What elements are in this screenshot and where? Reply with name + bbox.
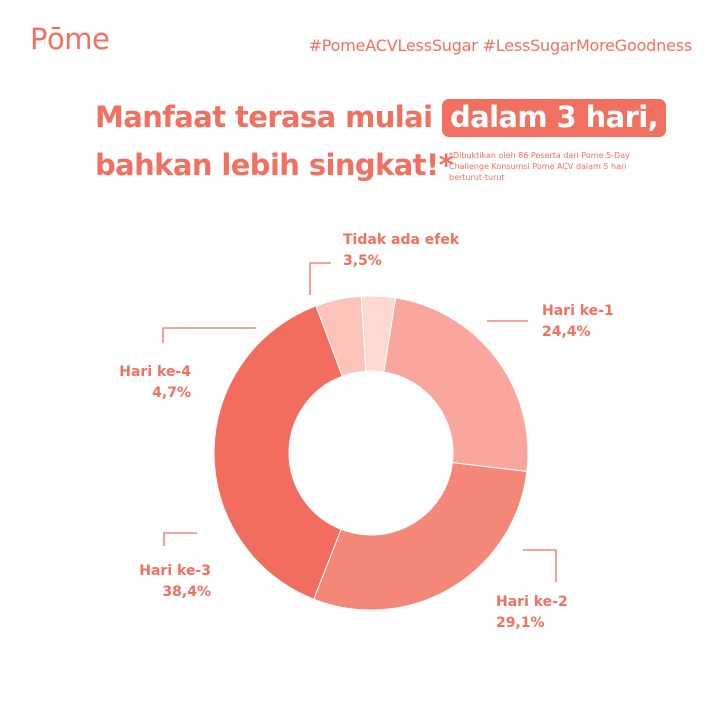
slice-hari-ke-1: [383, 297, 529, 473]
headline-prefix: Manfaat terasa mulai: [95, 100, 433, 134]
slice-tidak-ada-efek: [360, 295, 397, 373]
label-hari-ke-2: Hari ke-2: [496, 594, 568, 610]
hashtags: #PomeACVLessSugar #LessSugarMoreGoodness: [308, 36, 693, 55]
leader-line-hari-ke-4: [162, 327, 256, 343]
headline-line-2: bahkan lebih singkat!*: [95, 148, 454, 182]
headline-line-1: Manfaat terasa mulai dalam 3 hari,: [95, 99, 667, 137]
leader-line-tidak-ada-efek: [309, 262, 331, 295]
value-hari-ke-3: 38,4%: [162, 584, 211, 600]
footnote: *Dibuktikan oleh 86 Peserta dari Pome 5-…: [449, 151, 630, 182]
label-hari-ke-4: Hari ke-4: [119, 364, 191, 380]
label-hari-ke-3: Hari ke-3: [139, 563, 211, 579]
leader-line-hari-ke-3: [163, 532, 197, 546]
slice-hari-ke-3: [213, 305, 343, 600]
headline-highlight: dalam 3 hari,: [441, 99, 667, 137]
label-tidak-ada-efek: Tidak ada efek: [343, 232, 460, 248]
value-hari-ke-2: 29,1%: [496, 615, 545, 631]
label-hari-ke-1: Hari ke-1: [542, 303, 614, 319]
value-hari-ke-1: 24,4%: [542, 324, 591, 340]
value-hari-ke-4: 4,7%: [152, 385, 191, 401]
leader-line-hari-ke-2: [523, 549, 557, 582]
slice-hari-ke-2: [313, 462, 528, 611]
value-tidak-ada-efek: 3,5%: [343, 253, 382, 269]
brand-logo: Pōme: [30, 22, 110, 56]
